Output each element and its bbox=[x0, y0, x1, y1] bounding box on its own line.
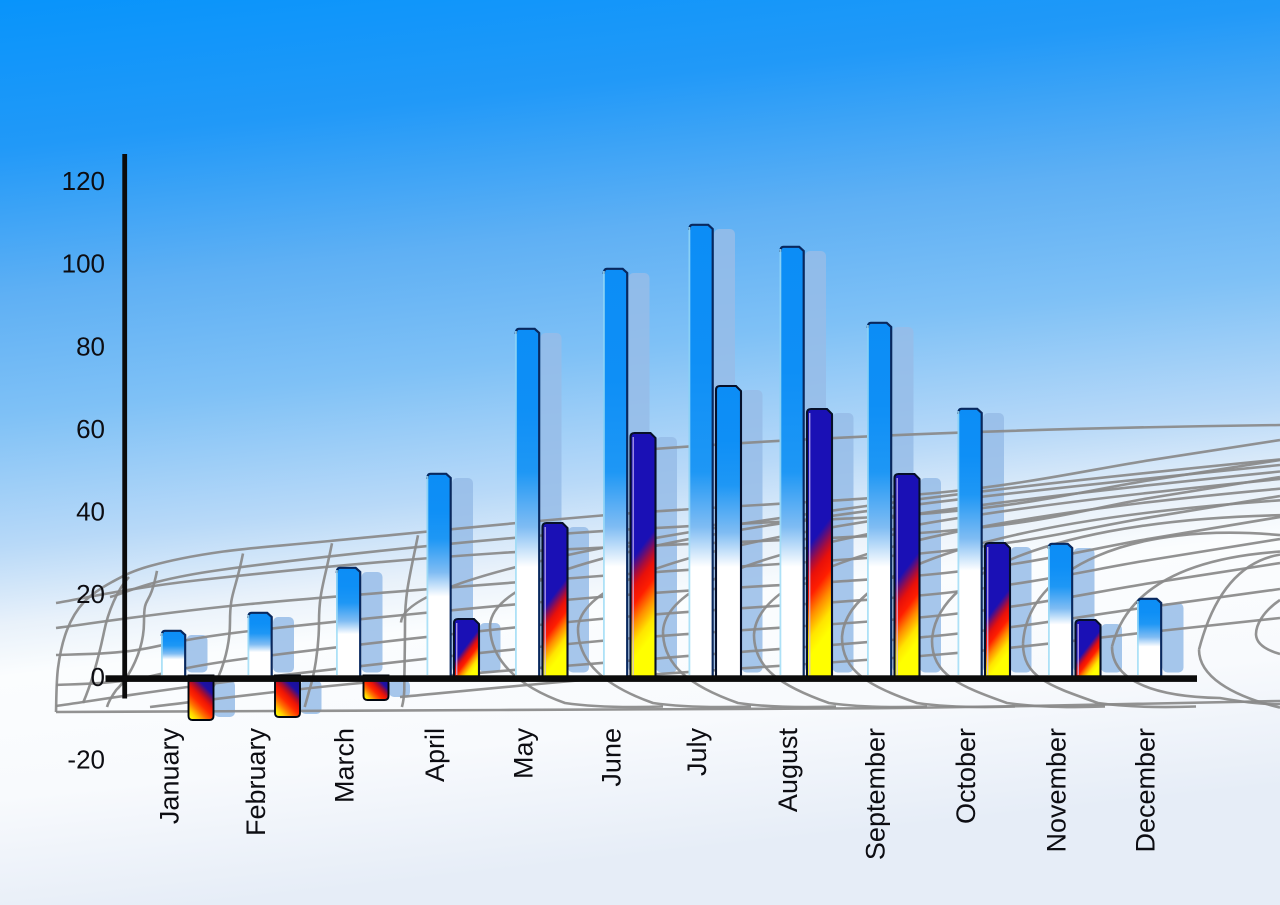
svg-text:40: 40 bbox=[76, 497, 105, 527]
svg-text:100: 100 bbox=[62, 249, 105, 279]
svg-text:May: May bbox=[509, 728, 539, 780]
svg-text:February: February bbox=[241, 728, 271, 837]
svg-text:October: October bbox=[951, 728, 981, 824]
svg-text:June: June bbox=[597, 728, 627, 787]
svg-text:80: 80 bbox=[76, 331, 105, 361]
svg-text:January: January bbox=[155, 728, 185, 825]
svg-text:120: 120 bbox=[62, 166, 105, 196]
svg-text:0: 0 bbox=[91, 662, 105, 692]
svg-text:August: August bbox=[773, 728, 803, 813]
svg-text:November: November bbox=[1042, 728, 1072, 853]
svg-text:-20: -20 bbox=[67, 745, 105, 775]
svg-text:20: 20 bbox=[76, 579, 105, 609]
svg-text:July: July bbox=[682, 728, 712, 777]
svg-text:April: April bbox=[420, 728, 450, 782]
svg-text:December: December bbox=[1131, 728, 1161, 853]
svg-text:September: September bbox=[861, 728, 891, 860]
svg-text:March: March bbox=[330, 728, 360, 803]
svg-text:60: 60 bbox=[76, 414, 105, 444]
